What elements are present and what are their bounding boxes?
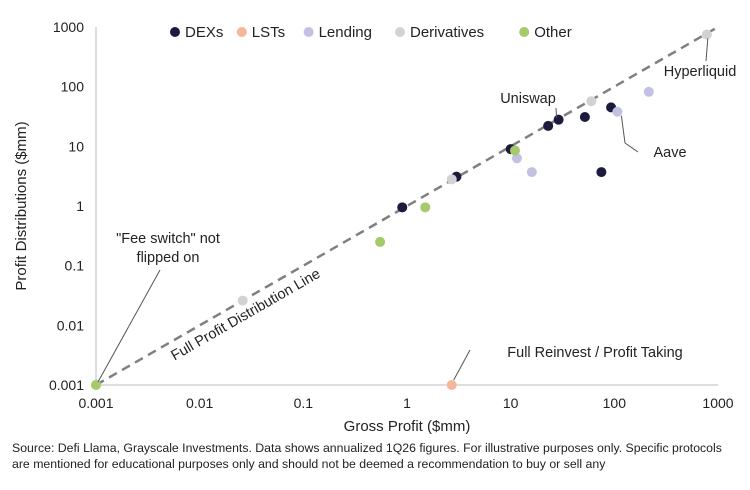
y-tick-label: 1: [76, 198, 84, 214]
annotation-aave-leader: [620, 115, 639, 153]
legend-label-lsts: LSTs: [252, 24, 285, 41]
point-derivatives: [446, 174, 457, 185]
legend-marker-derivatives: [395, 27, 405, 37]
point-other: [420, 202, 431, 213]
x-tick-label: 100: [603, 395, 627, 411]
x-tick-label: 0.1: [294, 395, 314, 411]
annotation-hyperliquid: Hyperliquid: [664, 64, 737, 80]
x-tick-label: 0.001: [78, 395, 113, 411]
point-derivatives: [586, 96, 597, 107]
annotation-uniswap-leader: [555, 107, 558, 118]
point-dexs: [543, 120, 554, 131]
x-tick-label: 1: [403, 395, 411, 411]
legend-marker-other: [519, 27, 530, 37]
point-other: [509, 145, 520, 156]
point-lsts: [446, 380, 457, 390]
point-dexs: [397, 202, 408, 213]
annotation-uniswap: Uniswap: [500, 91, 556, 107]
y-tick-label: 1000: [53, 19, 84, 35]
point-dexs: [579, 112, 590, 123]
y-tick-label: 0.01: [57, 317, 84, 333]
y-tick-label: 100: [61, 79, 85, 95]
legend-marker-lsts: [236, 27, 247, 37]
legend-marker-dexs: [170, 27, 180, 37]
scatter-chart: 0.001 0.01 0.1 1 10 100 1000 0.001 0.01 0.1 1 10 100…: [13, 19, 737, 435]
legend-label-dexs: DEXs: [185, 24, 223, 41]
source-note: Source: Defi Llama, Grayscale Investment…: [12, 441, 722, 471]
point-dexs: [553, 114, 564, 125]
point-lending: [612, 106, 623, 117]
point-other: [375, 236, 386, 247]
annotation-fee-switch-leader: [97, 269, 161, 383]
point-lending: [526, 167, 537, 178]
legend-marker-lending: [303, 27, 314, 37]
legend-label-lending: Lending: [319, 24, 372, 41]
point-lending: [511, 153, 522, 164]
y-tick-label: 10: [68, 138, 84, 154]
point-dexs: [596, 167, 607, 178]
point-derivatives: [701, 29, 712, 40]
annotation-aave: Aave: [653, 145, 686, 161]
x-tick-label: 0.01: [186, 395, 213, 411]
annotation-full-reinvest-leader: [453, 349, 471, 381]
legend-label-derivatives: Derivatives: [410, 24, 484, 41]
annotation-fee-switch: "Fee switch" not flipped on: [116, 231, 220, 266]
x-tick-label: 10: [503, 395, 519, 411]
annotation-hyperliquid-leader: [705, 38, 709, 62]
reference-line-label: Full Profit Distribution Line: [169, 266, 324, 364]
x-tick-label: 1000: [702, 395, 733, 411]
point-lending: [643, 86, 654, 97]
y-tick-label: 0.1: [65, 258, 85, 274]
x-axis-title: Gross Profit ($mm): [344, 418, 471, 435]
point-other: [91, 380, 101, 390]
annotation-full-reinvest: Full Reinvest / Profit Taking: [507, 345, 682, 361]
point-derivatives: [237, 295, 248, 306]
y-axis-title: Profit Distributions ($mm): [13, 121, 30, 290]
y-tick-label: 0.001: [49, 377, 84, 393]
legend-label-other: Other: [534, 24, 572, 41]
